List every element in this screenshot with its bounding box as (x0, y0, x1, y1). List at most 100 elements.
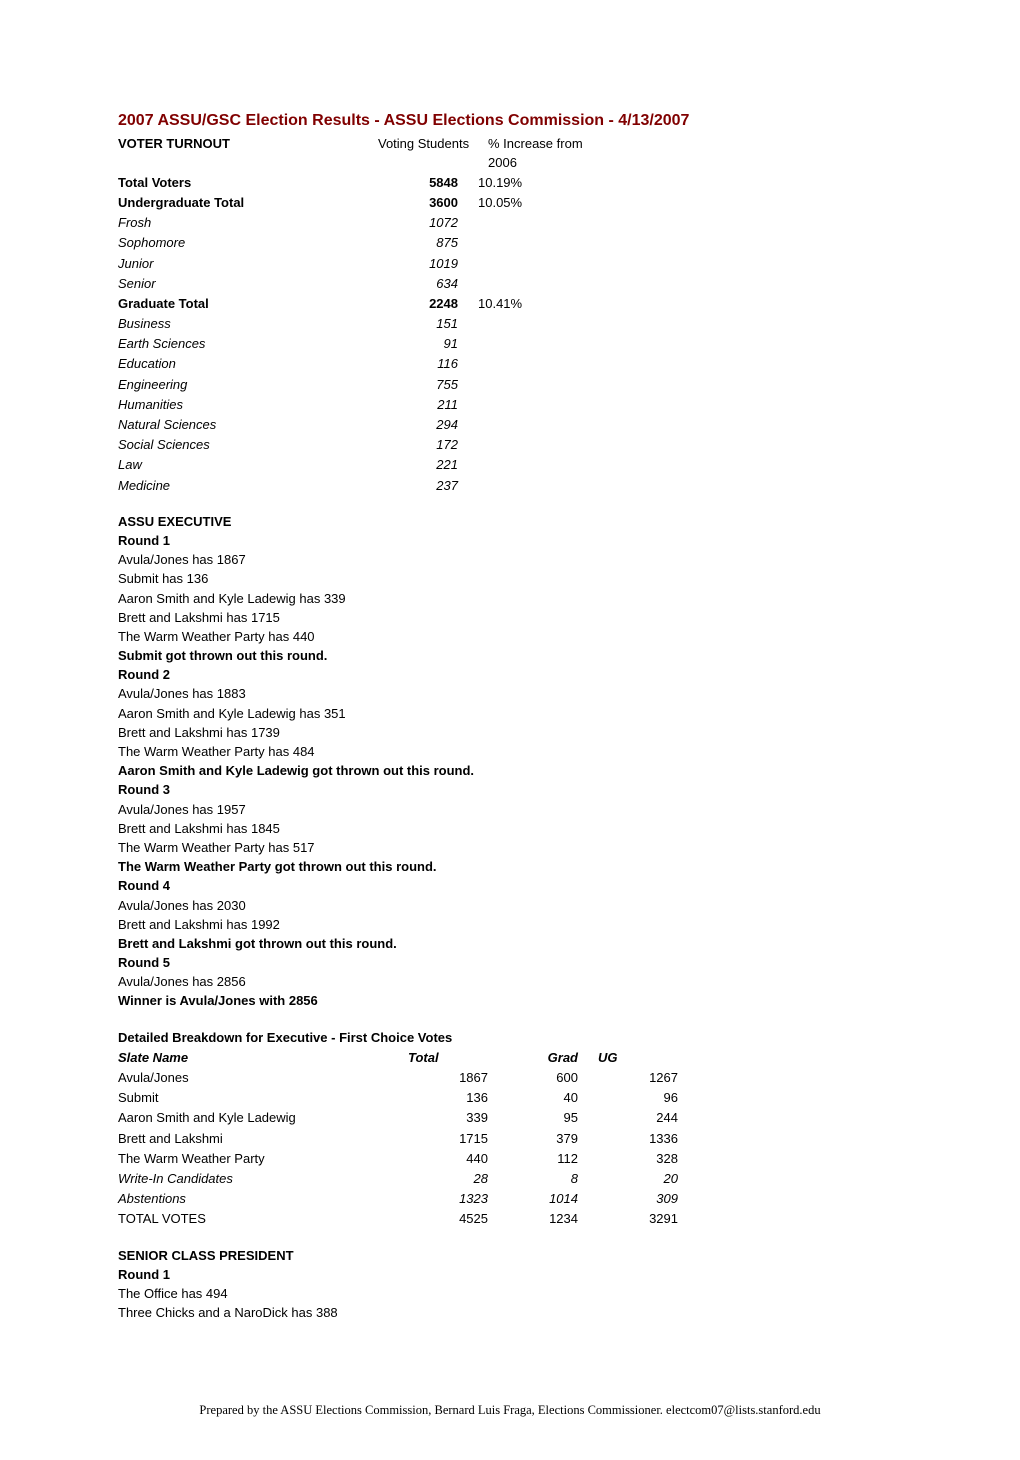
turnout-row-count: 237 (378, 477, 458, 495)
breakdown-heading: Detailed Breakdown for Executive - First… (118, 1029, 902, 1047)
executive-line: The Warm Weather Party got thrown out th… (118, 858, 902, 876)
executive-line: Round 4 (118, 877, 902, 895)
breakdown-row-grad: 112 (488, 1150, 578, 1168)
turnout-row-pct: 10.05% (478, 194, 598, 212)
turnout-row: Humanities211 (118, 395, 902, 415)
senior-heading: SENIOR CLASS PRESIDENT (118, 1247, 902, 1265)
turnout-row: Senior634 (118, 274, 902, 294)
turnout-row-count: 172 (378, 436, 458, 454)
breakdown-row-ug: 20 (578, 1170, 678, 1188)
turnout-row-label: Education (118, 355, 378, 373)
turnout-row-count: 116 (378, 355, 458, 373)
turnout-row-count: 875 (378, 234, 458, 252)
executive-line: Aaron Smith and Kyle Ladewig has 351 (118, 705, 902, 723)
breakdown-row-total: 28 (408, 1170, 488, 1188)
executive-line: Avula/Jones has 1883 (118, 685, 902, 703)
turnout-header-label: VOTER TURNOUT (118, 135, 378, 171)
turnout-row-count: 755 (378, 376, 458, 394)
turnout-row-label: Earth Sciences (118, 335, 378, 353)
turnout-row-count: 1072 (378, 214, 458, 232)
turnout-row-label: Engineering (118, 376, 378, 394)
breakdown-row-grad: 8 (488, 1170, 578, 1188)
breakdown-row-label: Submit (118, 1089, 408, 1107)
breakdown-row: Submit1364096 (118, 1088, 902, 1108)
executive-line: Brett and Lakshmi got thrown out this ro… (118, 935, 902, 953)
breakdown-row-label: The Warm Weather Party (118, 1150, 408, 1168)
turnout-row-label: Law (118, 456, 378, 474)
turnout-row-label: Junior (118, 255, 378, 273)
turnout-row-label: Humanities (118, 396, 378, 414)
executive-line: Round 2 (118, 666, 902, 684)
breakdown-row-label: Aaron Smith and Kyle Ladewig (118, 1109, 408, 1127)
page-footer: Prepared by the ASSU Elections Commissio… (118, 1402, 902, 1420)
breakdown-row-label: TOTAL VOTES (118, 1210, 408, 1228)
breakdown-row: The Warm Weather Party440112328 (118, 1149, 902, 1169)
breakdown-row-ug: 328 (578, 1150, 678, 1168)
senior-line: The Office has 494 (118, 1285, 902, 1303)
turnout-row-label: Undergraduate Total (118, 194, 378, 212)
turnout-row: Natural Sciences294 (118, 415, 902, 435)
breakdown-row-total: 339 (408, 1109, 488, 1127)
executive-line: Brett and Lakshmi has 1715 (118, 609, 902, 627)
turnout-row: Sophomore875 (118, 233, 902, 253)
turnout-row: Undergraduate Total3600 10.05% (118, 193, 902, 213)
turnout-row: Frosh1072 (118, 213, 902, 233)
breakdown-row-ug: 3291 (578, 1210, 678, 1228)
turnout-row-pct (478, 436, 598, 454)
breakdown-row-ug: 244 (578, 1109, 678, 1127)
breakdown-row: Write-In Candidates28820 (118, 1169, 902, 1189)
executive-line: The Warm Weather Party has 440 (118, 628, 902, 646)
turnout-row-count: 2248 (378, 295, 458, 313)
breakdown-header-total: Total (408, 1049, 488, 1067)
turnout-header-col1: Voting Students (378, 135, 488, 171)
breakdown-row: TOTAL VOTES452512343291 (118, 1209, 902, 1229)
executive-line: Avula/Jones has 2030 (118, 897, 902, 915)
executive-line: Brett and Lakshmi has 1845 (118, 820, 902, 838)
turnout-row-pct (478, 396, 598, 414)
breakdown-row-grad: 379 (488, 1130, 578, 1148)
turnout-row: Social Sciences172 (118, 435, 902, 455)
breakdown-row-total: 1715 (408, 1130, 488, 1148)
breakdown-header-row: Slate Name Total Grad UG (118, 1048, 902, 1068)
turnout-row: Medicine237 (118, 476, 902, 496)
executive-line: The Warm Weather Party has 517 (118, 839, 902, 857)
turnout-row-count: 221 (378, 456, 458, 474)
breakdown-row-ug: 1267 (578, 1069, 678, 1087)
turnout-row: Education116 (118, 354, 902, 374)
turnout-row-label: Medicine (118, 477, 378, 495)
turnout-header-col2: % Increase from 2006 (488, 135, 608, 171)
turnout-row-count: 3600 (378, 194, 458, 212)
breakdown-row-grad: 40 (488, 1089, 578, 1107)
turnout-row-pct: 10.19% (478, 174, 598, 192)
turnout-row-pct (478, 477, 598, 495)
turnout-row-count: 151 (378, 315, 458, 333)
executive-line: Avula/Jones has 1957 (118, 801, 902, 819)
executive-heading: ASSU EXECUTIVE (118, 513, 902, 531)
breakdown-header-ug: UG (598, 1049, 698, 1067)
breakdown-row-label: Write-In Candidates (118, 1170, 408, 1188)
turnout-row-pct (478, 355, 598, 373)
executive-line: Brett and Lakshmi has 1992 (118, 916, 902, 934)
turnout-row: Total Voters584810.19% (118, 173, 902, 193)
breakdown-row-total: 1323 (408, 1190, 488, 1208)
breakdown-header-label: Slate Name (118, 1049, 408, 1067)
turnout-row: Graduate Total224810.41% (118, 294, 902, 314)
breakdown-row-label: Brett and Lakshmi (118, 1130, 408, 1148)
turnout-row-count: 91 (378, 335, 458, 353)
breakdown-row-label: Abstentions (118, 1190, 408, 1208)
turnout-row-pct (478, 315, 598, 333)
turnout-row-count: 211 (378, 396, 458, 414)
breakdown-header-grad: Grad (488, 1049, 598, 1067)
breakdown-row: Avula/Jones18676001267 (118, 1068, 902, 1088)
turnout-row-pct (478, 335, 598, 353)
turnout-row: Earth Sciences91 (118, 334, 902, 354)
turnout-row-count: 294 (378, 416, 458, 434)
turnout-row-label: Graduate Total (118, 295, 378, 313)
turnout-header-row: VOTER TURNOUT Voting Students % Increase… (118, 134, 902, 172)
executive-line: Winner is Avula/Jones with 2856 (118, 992, 902, 1010)
turnout-row: Law221 (118, 455, 902, 475)
executive-line: Avula/Jones has 1867 (118, 551, 902, 569)
turnout-row: Junior1019 (118, 254, 902, 274)
executive-line: Submit has 136 (118, 570, 902, 588)
turnout-row-label: Social Sciences (118, 436, 378, 454)
